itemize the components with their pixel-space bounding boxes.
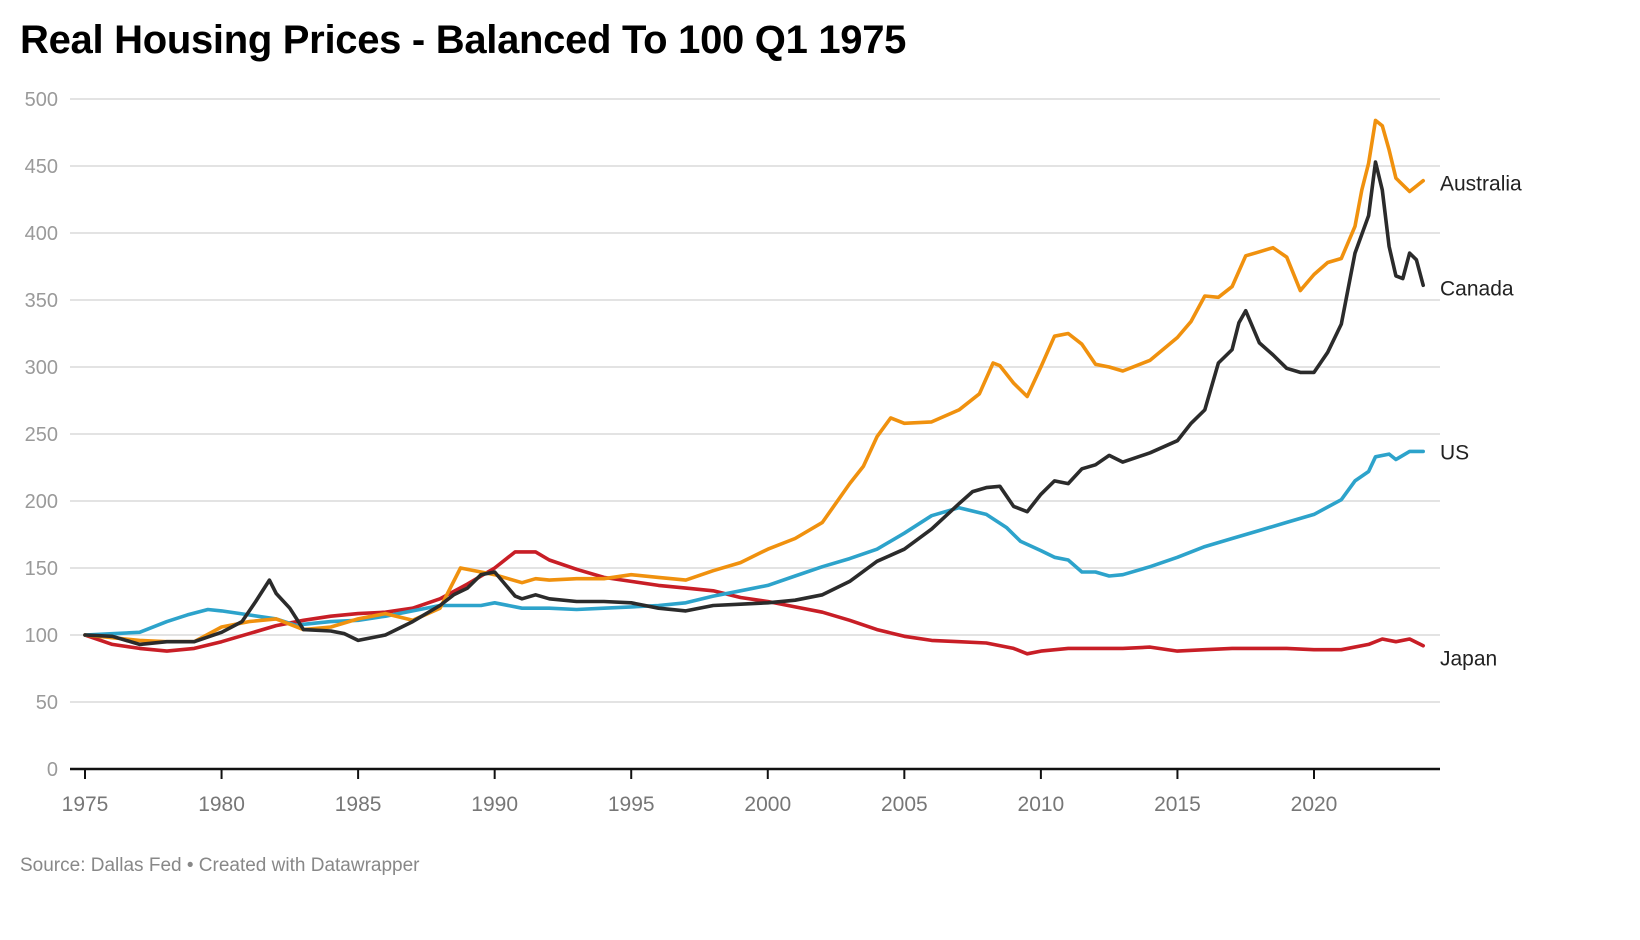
- series-line-australia: [83, 118, 1425, 644]
- x-axis: 1975 1980 1985 1990 1995 2000 2005 2010 2015 2020: [62, 767, 1440, 816]
- y-tick-label: 500: [25, 89, 58, 111]
- x-tick-label: 2005: [881, 793, 928, 816]
- series-label-japan: Japan: [1440, 648, 1497, 671]
- series-label-canada: Canada: [1440, 277, 1514, 300]
- series-line-japan: [83, 550, 1425, 656]
- y-tick-label: 400: [25, 223, 58, 245]
- y-tick-label: 50: [36, 692, 58, 714]
- x-tick-label: 2015: [1154, 793, 1201, 816]
- series-label-australia: Australia: [1440, 173, 1522, 196]
- x-tick-label: 1980: [198, 793, 245, 816]
- x-tick-label: 2000: [744, 793, 791, 816]
- gridlines: [70, 98, 1440, 703]
- chart-title: Real Housing Prices - Balanced To 100 Q1…: [20, 18, 907, 62]
- y-tick-label: 200: [25, 491, 58, 513]
- y-tick-label: 0: [47, 759, 58, 781]
- x-tick-label: 1975: [62, 793, 109, 816]
- y-tick-label: 150: [25, 558, 58, 580]
- series-line-us: [83, 449, 1425, 637]
- x-tick-label: 1985: [335, 793, 382, 816]
- y-axis-ticks: 0 50 100 150 200 250 300 350 400 450 500: [25, 89, 58, 781]
- series-label-us: US: [1440, 441, 1469, 464]
- series-labels: Japan US Australia Canada: [1440, 173, 1522, 671]
- x-tick-label: 2020: [1291, 793, 1338, 816]
- series-lines: [83, 118, 1425, 656]
- x-tick-label: 1995: [608, 793, 655, 816]
- y-tick-label: 100: [25, 625, 58, 647]
- series-line-canada: [83, 160, 1425, 647]
- y-tick-label: 250: [25, 424, 58, 446]
- y-tick-label: 300: [25, 357, 58, 379]
- y-tick-label: 350: [25, 290, 58, 312]
- y-tick-label: 450: [25, 156, 58, 178]
- x-tick-label: 1990: [471, 793, 518, 816]
- x-tick-label: 2010: [1018, 793, 1065, 816]
- source-note: Source: Dallas Fed • Created with Datawr…: [20, 855, 420, 876]
